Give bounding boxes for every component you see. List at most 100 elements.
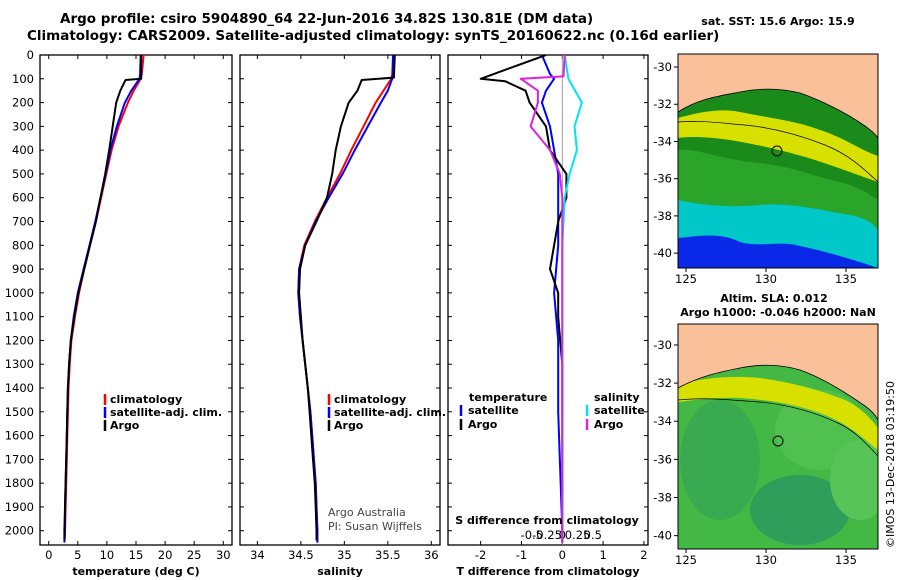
x-tick-label: 15 — [129, 548, 144, 562]
legend-label: Argo — [334, 419, 364, 432]
x-tick-label: 10 — [100, 548, 115, 562]
map-bottom-title2: Argo h1000: -0.046 h2000: NaN — [680, 306, 876, 319]
series-line-salinity-argo — [519, 55, 566, 543]
x-tick-label: -2 — [475, 548, 486, 562]
depth-tick-label: 1700 — [5, 452, 34, 466]
map-y-tick-label: -32 — [653, 97, 672, 111]
map-y-tick-label: -30 — [653, 338, 672, 352]
depth-tick-label: 1400 — [5, 381, 34, 395]
salinity-axis: 34 34.5 35 35.5 36 — [250, 55, 439, 562]
tdiff-xlabel: T difference from climatology — [456, 565, 639, 578]
map-y-tick-label: -40 — [653, 246, 672, 260]
depth-tick-label: 1200 — [5, 333, 34, 347]
s-tick-label: -0.25 — [532, 528, 562, 542]
map-y-tick-label: -34 — [653, 134, 672, 148]
x-tick-label: 35.5 — [375, 548, 401, 562]
s-tick-label: 0.25 — [565, 528, 591, 542]
depth-tick-label: 900 — [12, 262, 34, 276]
legend-label: satellite-adj. clim. — [334, 406, 446, 419]
sst-map-axes: 125 130 135 -30 -32 -34 -36 -38 -40 — [653, 60, 857, 286]
legend-title-temperature: temperature — [469, 391, 547, 404]
depth-axis: 0 100 200 300 400 500 600 700 800 900 1000 1100 1200… — [5, 48, 648, 538]
credit-pi: PI: Susan Wijffels — [328, 520, 422, 533]
map-x-tick-label: 125 — [675, 553, 697, 567]
legend-label: climatology — [110, 393, 182, 406]
legend-label: climatology — [334, 393, 406, 406]
x-tick-label: 34 — [250, 548, 265, 562]
x-tick-label: 25 — [187, 548, 202, 562]
salinity-panel — [239, 54, 441, 546]
figure-title-line1: Argo profile: csiro 5904890_64 22-Jun-20… — [60, 11, 594, 27]
temperature-axis: 0 5 10 15 20 25 30 — [45, 55, 231, 562]
depth-tick-label: 0 — [27, 48, 34, 62]
salinity-series — [297, 55, 396, 543]
series-line-argo — [298, 55, 396, 541]
difference-series — [479, 55, 583, 545]
temperature-xlabel: temperature (deg C) — [72, 565, 199, 578]
map-y-tick-label: -32 — [653, 376, 672, 390]
credit-argo-australia: Argo Australia — [328, 506, 406, 519]
map-x-tick-label: 125 — [675, 272, 697, 286]
map-top-title: sat. SST: 15.6 Argo: 15.9 — [701, 15, 854, 28]
x-tick-label: 0 — [45, 548, 52, 562]
s-tick-label: -0.5 — [521, 528, 543, 542]
x-tick-label: 2 — [640, 548, 647, 562]
x-tick-label: 34.5 — [288, 548, 314, 562]
s-tick-label: 0.5 — [584, 528, 602, 542]
depth-tick-label: 400 — [12, 143, 34, 157]
depth-tick-label: 1900 — [5, 500, 34, 514]
x-tick-label: -1 — [516, 548, 527, 562]
map-x-tick-label: 130 — [755, 272, 777, 286]
x-tick-label: 36 — [424, 548, 439, 562]
x-tick-label: 0 — [559, 548, 566, 562]
difference-panel — [447, 54, 649, 546]
depth-tick-label: 2000 — [5, 524, 34, 538]
depth-tick-label: 200 — [12, 96, 34, 110]
imos-watermark: ©IMOS 13-Dec-2018 03:19:50 — [884, 381, 897, 548]
depth-tick-label: 700 — [12, 215, 34, 229]
legend-label: Argo — [110, 419, 140, 432]
sst-map-frame — [677, 53, 879, 269]
legend-label: satellite-adj. clim. — [110, 406, 222, 419]
legend-title-salinity: salinity — [594, 391, 640, 404]
temperature-panel — [39, 54, 233, 546]
map-x-tick-label: 130 — [755, 553, 777, 567]
depth-tick-label: 800 — [12, 238, 34, 252]
depth-tick-label: 100 — [12, 72, 34, 86]
map-y-tick-label: -36 — [653, 452, 672, 466]
depth-tick-label: 1100 — [5, 310, 34, 324]
sla-map-frame — [677, 323, 879, 550]
map-y-tick-label: -34 — [653, 414, 672, 428]
map-y-tick-label: -30 — [653, 60, 672, 74]
map-y-tick-label: -38 — [653, 209, 672, 223]
depth-tick-label: 1600 — [5, 429, 34, 443]
figure-title-line2: Climatology: CARS2009. Satellite-adjuste… — [27, 28, 720, 44]
legend-label: satellite — [468, 404, 519, 417]
sla-map — [678, 324, 878, 549]
legend-label: satellite — [594, 404, 645, 417]
depth-tick-label: 1000 — [5, 286, 34, 300]
difference-legend: temperature satellite Argo salinity sate… — [459, 391, 645, 431]
map-y-tick-label: -36 — [653, 172, 672, 186]
sla-map-axes: 125 130 135 -30 -32 -34 -36 -38 -40 — [653, 338, 857, 567]
legend-label: Argo — [468, 418, 498, 431]
map-bottom-title1: Altim. SLA: 0.012 — [720, 292, 827, 305]
temperature-legend: climatology satellite-adj. clim. Argo — [103, 393, 222, 432]
x-tick-label: 20 — [158, 548, 173, 562]
map-y-tick-label: -38 — [653, 491, 672, 505]
map-y-tick-label: -40 — [653, 529, 672, 543]
salinity-xlabel: salinity — [317, 565, 363, 578]
map-x-tick-label: 135 — [835, 553, 857, 567]
series-line-temperature-satellite — [540, 55, 564, 543]
depth-tick-label: 1800 — [5, 476, 34, 490]
map-x-tick-label: 135 — [835, 272, 857, 286]
sdiff-xlabel: S difference from climatology — [455, 514, 639, 527]
legend-label: Argo — [594, 418, 624, 431]
depth-tick-label: 1500 — [5, 405, 34, 419]
depth-tick-label: 1300 — [5, 357, 34, 371]
x-tick-label: 35 — [337, 548, 352, 562]
salinity-legend: climatology satellite-adj. clim. Argo Ar… — [327, 393, 446, 533]
depth-tick-label: 300 — [12, 119, 34, 133]
temperature-series — [63, 55, 145, 543]
